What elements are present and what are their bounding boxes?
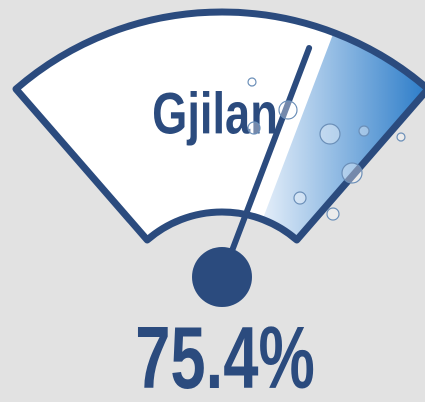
value-label: 75.4%: [135, 310, 315, 402]
gauge-chart: Gjilan 75.4%: [0, 0, 425, 402]
gauge-title: Gjilan: [152, 82, 278, 147]
needle-pivot: [192, 247, 252, 307]
